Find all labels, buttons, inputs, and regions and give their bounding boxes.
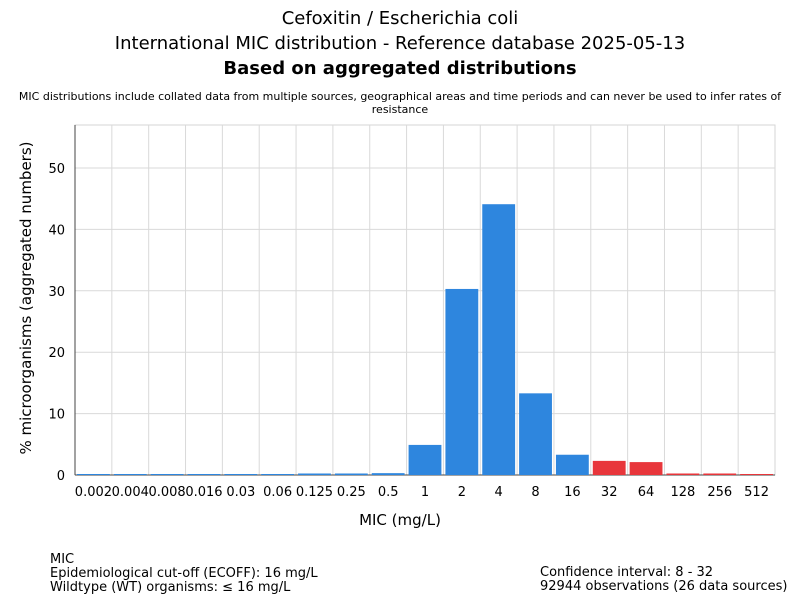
- bar-0.004: [113, 474, 147, 475]
- x-tick-label: 2: [458, 485, 466, 500]
- footer-observations: 92944 observations (26 data sources): [540, 579, 788, 594]
- bar-4: [482, 204, 516, 476]
- bar-2: [445, 288, 479, 475]
- y-tick-label: 50: [48, 162, 65, 177]
- bar-0.5: [371, 473, 405, 475]
- bar-1: [408, 444, 442, 475]
- bar-128: [666, 473, 700, 475]
- x-tick-label: 512: [744, 485, 769, 500]
- x-tick-label: 8: [531, 485, 539, 500]
- x-tick-label: 1: [421, 485, 429, 500]
- footer-wildtype: Wildtype (WT) organisms: ≤ 16 mg/L: [50, 580, 291, 595]
- footer-confidence-interval: Confidence interval: 8 - 32: [540, 565, 714, 580]
- x-tick-label: 0.008: [148, 485, 185, 500]
- x-tick-label: 256: [707, 485, 732, 500]
- x-tick-label: 0.5: [378, 485, 399, 500]
- y-tick-label: 30: [48, 285, 65, 300]
- footer-left: MIC Epidemiological cut-off (ECOFF): 16 …: [50, 553, 318, 595]
- x-tick-label: 4: [495, 485, 503, 500]
- x-tick-label: 0.06: [263, 485, 292, 500]
- x-tick-label: 64: [638, 485, 655, 500]
- bar-0.002: [77, 474, 110, 475]
- chart-title-line-3: Based on aggregated distributions: [223, 58, 577, 79]
- bar-0.06: [261, 474, 295, 475]
- x-tick-label: 0.002: [75, 485, 112, 500]
- x-tick-label: 0.25: [337, 485, 366, 500]
- footer-right: Confidence interval: 8 - 32 92944 observ…: [540, 566, 787, 594]
- bar-0.125: [298, 473, 331, 475]
- y-tick-label: 0: [57, 469, 65, 484]
- bar-64: [629, 462, 663, 475]
- y-axis-label: % microorganisms (aggregated numbers): [17, 141, 35, 454]
- y-tick-label: 40: [48, 223, 65, 238]
- footer-ecoff: Epidemiological cut-off (ECOFF): 16 mg/L: [50, 566, 318, 581]
- footer-mic-label: MIC: [50, 552, 75, 567]
- gridlines: [74, 124, 776, 476]
- y-tick-labels: 0 10 20 30 40 50: [48, 162, 65, 484]
- x-tick-label: 0.125: [296, 485, 333, 500]
- bar-32: [592, 460, 626, 475]
- x-tick-label: 128: [670, 485, 695, 500]
- bars: [77, 204, 773, 476]
- x-tick-label: 16: [564, 485, 581, 500]
- bar-512: [740, 474, 773, 475]
- x-tick-label: 0.016: [185, 485, 222, 500]
- x-tick-label: 32: [601, 485, 618, 500]
- bar-0.25: [334, 473, 368, 475]
- bar-16: [555, 454, 589, 475]
- chart-subtitle: MIC distributions include collated data …: [18, 90, 782, 116]
- bar-0.03: [224, 474, 258, 475]
- bar-8: [519, 393, 552, 475]
- y-tick-label: 20: [48, 346, 65, 361]
- x-tick-label: 0.03: [226, 485, 255, 500]
- x-axis-label: MIC (mg/L): [359, 511, 441, 529]
- plot-frame: [74, 124, 776, 476]
- y-tick-label: 10: [48, 408, 65, 423]
- bar-0.008: [150, 474, 184, 475]
- bar-0.016: [187, 474, 221, 475]
- bar-256: [703, 473, 737, 475]
- chart-title-line-2: International MIC distribution - Referen…: [114, 33, 686, 54]
- x-tick-label: 0.004: [112, 485, 149, 500]
- x-tick-labels: 0.002 0.004 0.008 0.016 0.03 0.06 0.125 0.25 0.5…: [75, 485, 769, 500]
- chart-title-line-1: Cefoxitin / Escherichia coli: [281, 8, 519, 29]
